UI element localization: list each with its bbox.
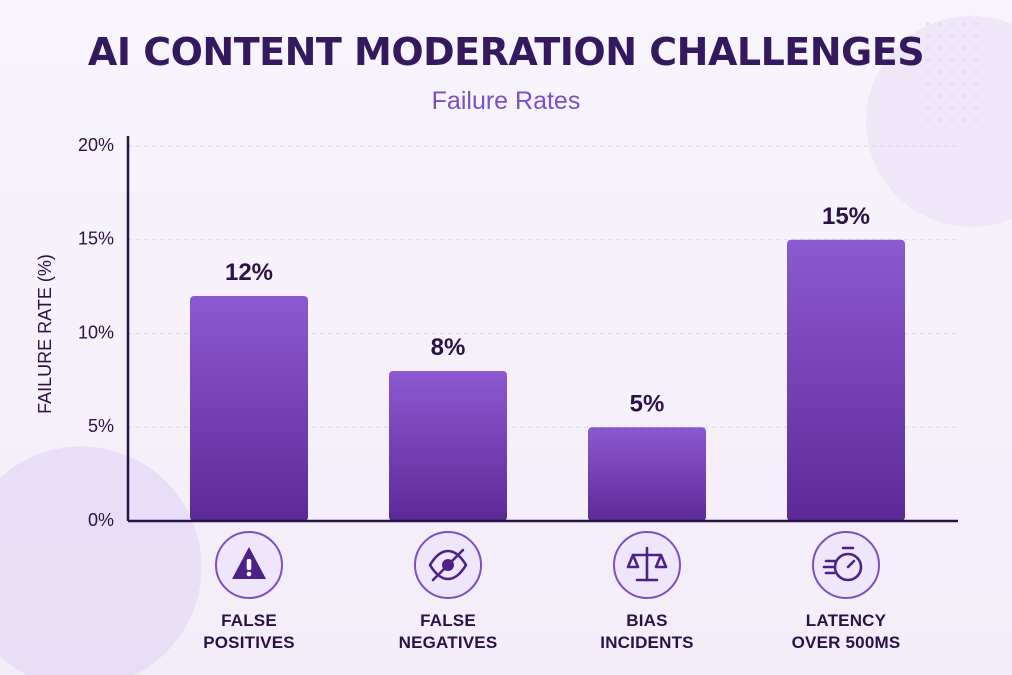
x-category-label-line: LATENCY	[806, 611, 887, 630]
stopwatch-icon	[812, 531, 880, 599]
bar-false-positives	[190, 296, 308, 521]
stopwatch-hand	[846, 559, 856, 569]
y-tick-label: 5%	[88, 416, 114, 436]
bar-value-label: 15%	[822, 203, 870, 230]
x-category-label: FALSE NEGATIVES	[399, 611, 498, 652]
y-tick-label: 15%	[78, 229, 114, 249]
warning-icon	[215, 531, 283, 599]
chart-subtitle: Failure Rates	[431, 87, 581, 115]
bar-value-label: 8%	[431, 334, 466, 361]
y-tick-label: 10%	[78, 322, 114, 342]
y-tick-label: 20%	[78, 135, 114, 155]
icon-badge	[812, 531, 880, 599]
bar-latency-over-500ms	[787, 239, 905, 521]
x-category-label-line: BIAS	[626, 611, 667, 630]
y-axis-label: FAILURE RATE (%)	[35, 254, 55, 414]
bar-false-negatives	[389, 371, 507, 521]
x-category-label-line: POSITIVES	[203, 633, 295, 652]
bar-bias-incidents	[588, 427, 706, 521]
eye-slash	[431, 548, 465, 582]
decorative-dot-pattern	[926, 22, 978, 122]
warning-exclamation-bar	[246, 559, 252, 570]
scales-icon	[613, 531, 681, 599]
x-category-label-line: INCIDENTS	[600, 633, 693, 652]
bars-layer	[190, 239, 905, 521]
labels-layer: 0% 5% 10% 15% 20% FAILURE RATE (%) 12% FALSE POS…	[35, 135, 901, 652]
icons-layer	[215, 531, 880, 599]
chart-title: AI CONTENT MODERATION CHALLENGES	[87, 30, 925, 74]
x-category-label: BIAS INCIDENTS	[600, 611, 693, 652]
x-category-label: LATENCY OVER 500MS	[792, 611, 901, 652]
x-category-label-line: FALSE	[221, 611, 277, 630]
warning-exclamation-dot	[246, 571, 252, 577]
eye-off-icon	[414, 531, 482, 599]
x-category-label: FALSE POSITIVES	[203, 611, 295, 652]
x-category-label-line: OVER 500MS	[792, 633, 901, 652]
bar-value-label: 12%	[225, 259, 273, 286]
bar-value-label: 5%	[630, 390, 665, 417]
eye-shape	[428, 549, 468, 581]
axes-layer	[126, 136, 958, 523]
stopwatch-face	[833, 552, 863, 582]
x-category-label-line: FALSE	[420, 611, 476, 630]
scale-pans	[626, 553, 668, 569]
x-category-label-line: NEGATIVES	[399, 633, 498, 652]
y-tick-label: 0%	[88, 510, 114, 530]
